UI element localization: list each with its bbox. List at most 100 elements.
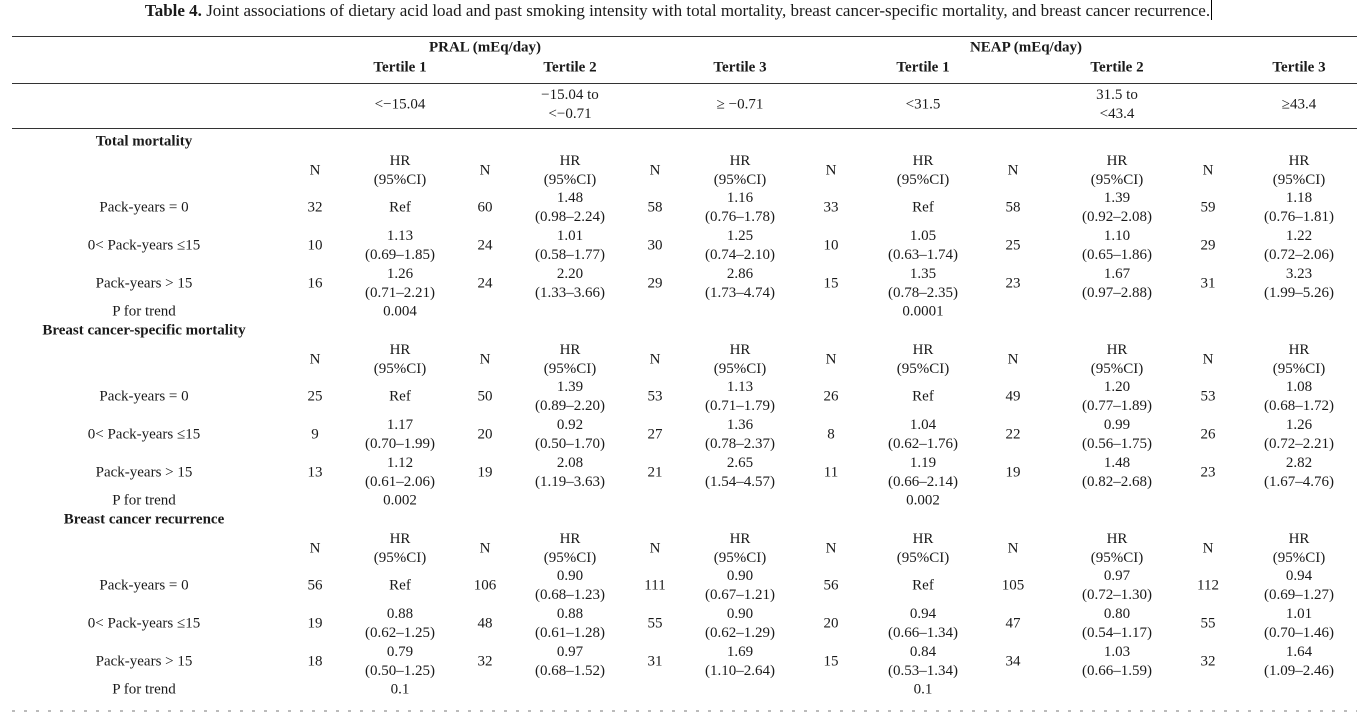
tertile-header: Tertile 3 (1272, 59, 1326, 76)
column-label-hr: HR (95%CI) (713, 153, 767, 188)
range-rule (12, 128, 1357, 129)
cell-hr: 1.48 (0.82–2.68) (1082, 455, 1152, 490)
cell-n: 33 (823, 199, 839, 216)
cell-n: 48 (477, 615, 493, 632)
cell-hr: 2.65 (1.54–4.57) (705, 455, 775, 490)
p-trend-pral: 0.004 (383, 303, 417, 320)
cell-n: 18 (307, 653, 323, 670)
cell-n: 49 (1005, 388, 1021, 405)
cell-n: 21 (647, 464, 663, 481)
tertile-range: 31.5 to <43.4 (1096, 87, 1138, 122)
tertile-range: <−15.04 (374, 96, 426, 113)
cell-hr: 1.64 (1.09–2.46) (1264, 644, 1334, 679)
column-label-hr: HR (95%CI) (713, 531, 767, 566)
cell-n: 56 (823, 577, 839, 594)
column-label-n: N (649, 351, 661, 368)
column-label-hr: HR (95%CI) (1090, 342, 1144, 377)
row-label: Pack-years = 0 (99, 199, 189, 216)
cell-hr: 1.19 (0.66–2.14) (888, 455, 958, 490)
cell-hr: 1.26 (0.71–2.21) (365, 266, 435, 301)
cell-hr: 1.25 (0.74–2.10) (705, 228, 775, 263)
column-label-hr: HR (95%CI) (543, 153, 597, 188)
caption-text: Joint associations of dietary acid load … (206, 1, 1211, 20)
header-rule (12, 83, 1357, 84)
cell-n: 16 (307, 275, 323, 292)
tertile-range: ≥43.4 (1281, 96, 1317, 113)
cell-hr: 1.39 (0.92–2.08) (1082, 190, 1152, 225)
cell-n: 55 (647, 615, 663, 632)
column-label-n: N (309, 351, 321, 368)
cell-n: 31 (647, 653, 663, 670)
cell-n: 25 (307, 388, 323, 405)
cell-hr: 1.01 (0.58–1.77) (535, 228, 605, 263)
cell-hr: 1.13 (0.69–1.85) (365, 228, 435, 263)
cell-hr: 0.84 (0.53–1.34) (888, 644, 958, 679)
cell-n: 11 (823, 464, 839, 481)
column-label-hr: HR (95%CI) (543, 531, 597, 566)
cell-n: 20 (823, 615, 839, 632)
section-title: Total mortality (95, 133, 193, 150)
cell-hr: 0.90 (0.68–1.23) (535, 568, 605, 603)
cell-n: 9 (311, 426, 319, 443)
row-label: 0< Pack-years ≤15 (87, 426, 201, 443)
row-label: 0< Pack-years ≤15 (87, 615, 201, 632)
column-label-n: N (825, 540, 837, 557)
cell-hr: 1.22 (0.72–2.06) (1264, 228, 1334, 263)
cell-n: 27 (647, 426, 663, 443)
cell-hr: 2.08 (1.19–3.63) (535, 455, 605, 490)
cell-n: 105 (1001, 577, 1025, 594)
caption-label: Table 4. (144, 1, 202, 20)
cell-n: 53 (647, 388, 663, 405)
column-label-hr: HR (95%CI) (896, 153, 950, 188)
row-label: Pack-years = 0 (99, 577, 189, 594)
cell-n: 53 (1200, 388, 1216, 405)
column-label-n: N (309, 162, 321, 179)
column-label-n: N (309, 540, 321, 557)
cell-n: 30 (647, 237, 663, 254)
cell-hr: 0.94 (0.66–1.34) (888, 606, 958, 641)
column-label-n: N (825, 351, 837, 368)
group-header-pral: PRAL (mEq/day) (428, 39, 542, 56)
cell-n: 59 (1200, 199, 1216, 216)
cell-n: 20 (477, 426, 493, 443)
cell-n: 25 (1005, 237, 1021, 254)
cell-hr: 1.01 (0.70–1.46) (1264, 606, 1334, 641)
tertile-header: Tertile 2 (543, 59, 597, 76)
cell-n: 58 (1005, 199, 1021, 216)
column-label-hr: HR (95%CI) (1090, 153, 1144, 188)
p-trend-label: P for trend (112, 303, 176, 320)
tertile-header: Tertile 1 (373, 59, 427, 76)
cell-n: 8 (827, 426, 835, 443)
cell-n: 50 (477, 388, 493, 405)
cell-n: 32 (307, 199, 323, 216)
row-label: 0< Pack-years ≤15 (87, 237, 201, 254)
cell-n: 19 (1005, 464, 1021, 481)
cell-hr: 0.79 (0.50–1.25) (365, 644, 435, 679)
cell-hr: 2.82 (1.67–4.76) (1264, 455, 1334, 490)
column-label-n: N (1202, 162, 1214, 179)
cell-n: 34 (1005, 653, 1021, 670)
cell-hr: 1.18 (0.76–1.81) (1264, 190, 1334, 225)
column-label-n: N (1007, 351, 1019, 368)
p-trend-pral: 0.002 (383, 492, 417, 509)
p-trend-neap: 0.002 (906, 492, 940, 509)
column-label-hr: HR (95%CI) (1272, 342, 1326, 377)
column-label-n: N (1202, 351, 1214, 368)
cell-hr: Ref (389, 577, 411, 594)
section-title: Breast cancer-specific mortality (42, 322, 246, 339)
column-label-hr: HR (95%CI) (713, 342, 767, 377)
cell-hr: Ref (389, 388, 411, 405)
cell-n: 19 (477, 464, 493, 481)
cell-n: 29 (647, 275, 663, 292)
column-label-hr: HR (95%CI) (373, 342, 427, 377)
cell-hr: 1.16 (0.76–1.78) (705, 190, 775, 225)
cell-n: 26 (1200, 426, 1216, 443)
column-label-n: N (1202, 540, 1214, 557)
cell-n: 58 (647, 199, 663, 216)
column-label-hr: HR (95%CI) (1272, 153, 1326, 188)
cell-hr: 0.90 (0.62–1.29) (705, 606, 775, 641)
p-trend-label: P for trend (112, 492, 176, 509)
cell-n: 32 (477, 653, 493, 670)
tertile-range: ≥ −0.71 (716, 96, 764, 113)
tertile-header: Tertile 2 (1090, 59, 1144, 76)
